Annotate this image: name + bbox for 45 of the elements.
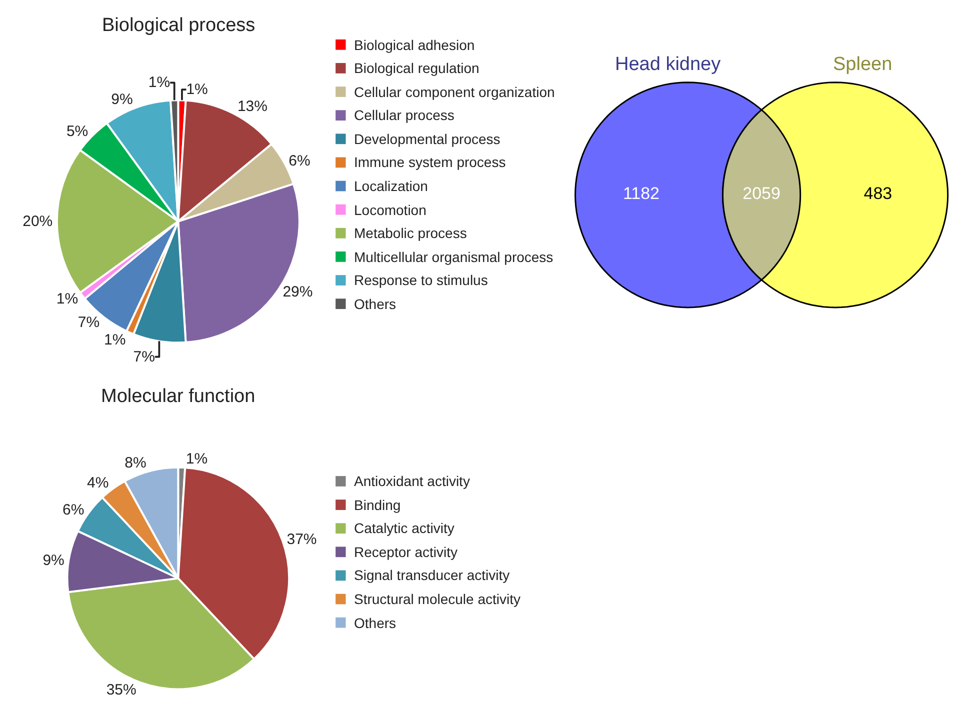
category-label: Head kidney <box>615 54 722 75</box>
legend-label: Receptor activity <box>354 544 458 560</box>
data-label: 2059 <box>742 184 780 204</box>
legend-label: Immune system process <box>354 154 506 170</box>
legend-label: Catalytic activity <box>354 520 454 536</box>
data-label: 4% <box>87 474 109 492</box>
data-label: 6% <box>288 152 310 170</box>
legend-label: Binding <box>354 497 401 513</box>
data-label: 1% <box>104 331 126 348</box>
data-label: 1% <box>186 450 208 468</box>
data-label: 35% <box>106 682 136 699</box>
data-label: 1% <box>148 74 170 92</box>
legend-label: Others <box>354 615 396 631</box>
data-label: 9% <box>42 552 64 570</box>
legend-label: Multicellular organismal process <box>354 249 554 265</box>
data-label: 9% <box>111 91 133 108</box>
data-label: 37% <box>286 531 317 548</box>
data-label: 7% <box>133 348 155 366</box>
data-label: 29% <box>282 284 313 301</box>
legend-label: Biological adhesion <box>354 37 475 53</box>
data-label: 7% <box>78 314 100 331</box>
legend-label: Cellular component organization <box>354 84 555 100</box>
data-label: 20% <box>22 212 53 230</box>
data-label: 483 <box>864 184 892 204</box>
legend-label: Antioxidant activity <box>354 473 470 489</box>
data-label: 6% <box>62 502 84 519</box>
legend-label: Developmental process <box>354 131 500 147</box>
data-label: 13% <box>237 98 268 116</box>
category-label: Spleen <box>833 54 892 75</box>
data-label: 8% <box>124 454 146 472</box>
legend-label: Signal transducer activity <box>354 567 510 583</box>
legend-label: Localization <box>354 178 428 194</box>
chart-title: Biological process <box>102 15 256 36</box>
legend-label: Others <box>354 296 396 312</box>
legend-label: Locomotion <box>354 202 426 218</box>
data-label: 1% <box>56 290 78 308</box>
data-label: 5% <box>66 122 88 140</box>
legend-label: Metabolic process <box>354 225 467 241</box>
legend-label: Structural molecule activity <box>354 591 521 607</box>
legend-label: Response to stimulus <box>354 272 488 288</box>
chart-title: Molecular function <box>101 386 256 407</box>
legend-label: Cellular process <box>354 107 454 123</box>
legend-label: Biological regulation <box>354 60 480 76</box>
data-label: 1182 <box>622 184 660 204</box>
data-label: 1% <box>186 81 208 98</box>
